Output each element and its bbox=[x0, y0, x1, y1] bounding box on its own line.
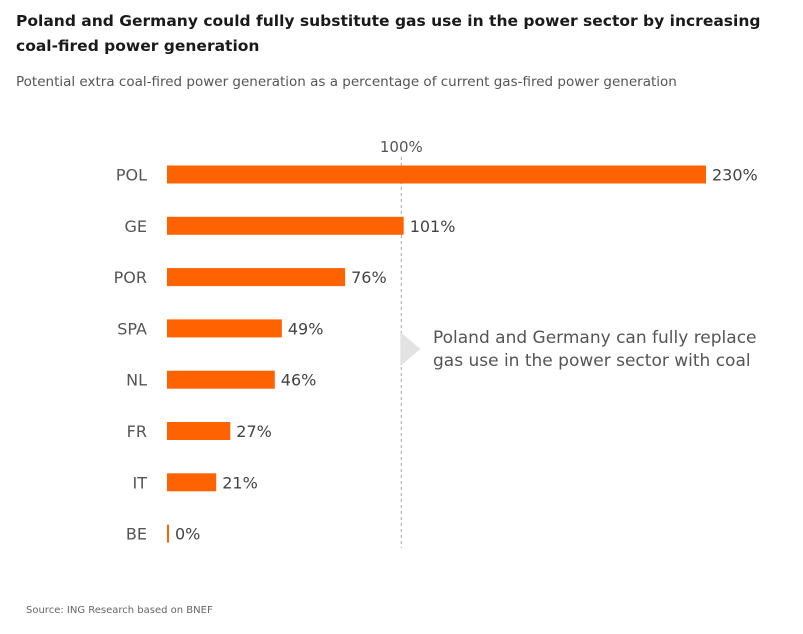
bar-it bbox=[167, 473, 217, 492]
category-label: POR bbox=[114, 268, 147, 287]
bar-por bbox=[167, 268, 346, 287]
bar-spa bbox=[167, 319, 282, 338]
value-label: 21% bbox=[222, 473, 258, 492]
category-label: GE bbox=[124, 217, 147, 236]
category-label: POL bbox=[116, 166, 147, 185]
category-label: BE bbox=[126, 525, 147, 544]
category-label: NL bbox=[126, 371, 147, 390]
category-label: IT bbox=[133, 473, 148, 492]
bar-ge bbox=[167, 216, 404, 235]
category-label: FR bbox=[127, 422, 147, 441]
value-label: 101% bbox=[410, 217, 456, 236]
chart-subtitle: Potential extra coal-fired power generat… bbox=[16, 74, 677, 90]
chart-title: Poland and Germany could fully substitut… bbox=[16, 12, 761, 55]
bar-pol bbox=[167, 165, 706, 184]
annotation-text-line: Poland and Germany can fully replace bbox=[433, 328, 757, 348]
category-label: SPA bbox=[117, 319, 147, 338]
value-label: 27% bbox=[236, 422, 272, 441]
value-label: 76% bbox=[351, 268, 387, 287]
bar-be bbox=[167, 524, 169, 543]
value-label: 49% bbox=[288, 319, 324, 338]
bar-fr bbox=[167, 422, 231, 440]
source-note: Source: ING Research based on BNEF bbox=[26, 605, 213, 616]
annotation-text-line: gas use in the power sector with coal bbox=[433, 351, 751, 371]
value-label: 0% bbox=[175, 525, 200, 544]
value-label: 46% bbox=[281, 371, 317, 390]
reference-line-label: 100% bbox=[380, 138, 423, 156]
annotation-arrow bbox=[400, 332, 421, 366]
value-label: 230% bbox=[712, 166, 758, 185]
bar-nl bbox=[167, 370, 275, 389]
